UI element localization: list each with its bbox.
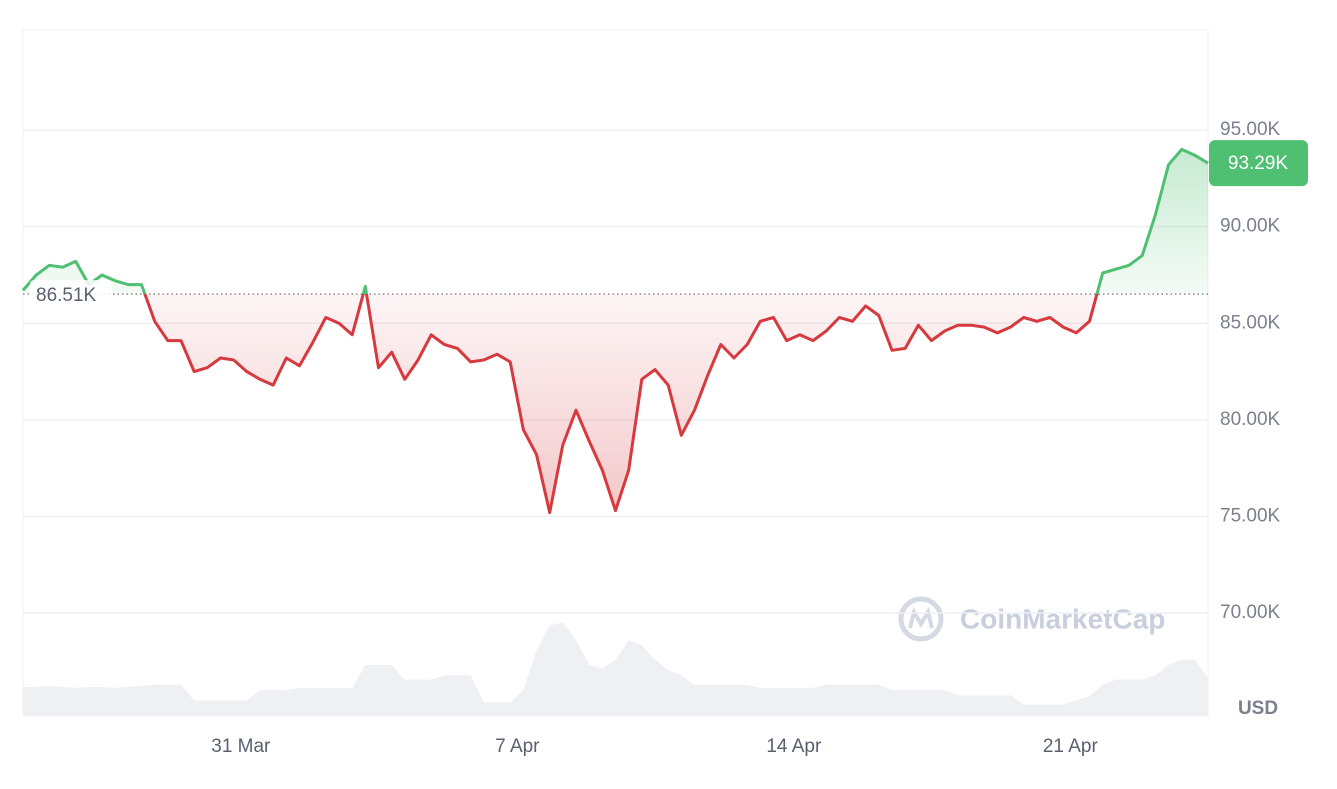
- watermark: CoinMarketCap: [960, 603, 1165, 634]
- price-area: [23, 149, 1208, 513]
- x-tick-label: 7 Apr: [495, 736, 540, 757]
- currency-label: USD: [1238, 698, 1278, 719]
- y-tick-label: 95.00K: [1220, 119, 1281, 140]
- watermark-logo: [898, 596, 944, 642]
- last-price-label: 93.29K: [1228, 153, 1289, 174]
- y-tick-label: 75.00K: [1220, 505, 1281, 526]
- y-tick-label: 90.00K: [1220, 216, 1281, 237]
- volume-area: [23, 622, 1208, 716]
- baseline-label: 86.51K: [36, 285, 97, 306]
- y-tick-label: 70.00K: [1220, 602, 1281, 623]
- baseline-label-bg: [30, 280, 112, 309]
- y-tick-label: 80.00K: [1220, 409, 1281, 430]
- x-tick-label: 31 Mar: [211, 736, 271, 757]
- x-tick-label: 21 Apr: [1043, 736, 1099, 757]
- x-tick-label: 14 Apr: [766, 736, 822, 757]
- y-tick-label: 85.00K: [1220, 312, 1281, 333]
- price-line: [21, 147, 1209, 515]
- last-price-badge: [1209, 140, 1308, 187]
